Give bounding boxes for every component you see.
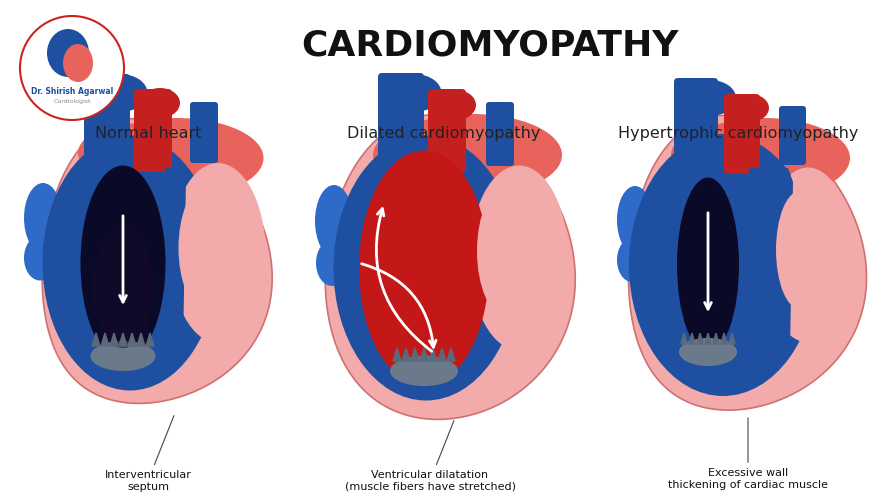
Ellipse shape xyxy=(678,118,850,198)
Text: Dr. Shirish Agarwal: Dr. Shirish Agarwal xyxy=(31,87,113,96)
Ellipse shape xyxy=(92,74,147,112)
Ellipse shape xyxy=(359,150,489,385)
Polygon shape xyxy=(689,333,695,344)
Ellipse shape xyxy=(140,88,180,118)
Circle shape xyxy=(20,16,124,120)
Ellipse shape xyxy=(43,135,218,390)
Polygon shape xyxy=(101,333,109,346)
FancyBboxPatch shape xyxy=(724,94,760,174)
Ellipse shape xyxy=(436,90,476,120)
Ellipse shape xyxy=(677,177,739,353)
Ellipse shape xyxy=(47,29,89,77)
Polygon shape xyxy=(411,348,419,361)
Polygon shape xyxy=(429,348,437,361)
Ellipse shape xyxy=(315,185,353,257)
Polygon shape xyxy=(681,333,687,344)
Polygon shape xyxy=(163,168,186,358)
Text: Cardiologist: Cardiologist xyxy=(53,99,91,104)
Ellipse shape xyxy=(373,129,455,181)
Ellipse shape xyxy=(63,44,93,82)
FancyBboxPatch shape xyxy=(486,102,514,166)
Ellipse shape xyxy=(776,191,824,309)
Ellipse shape xyxy=(629,134,817,396)
Polygon shape xyxy=(137,333,145,346)
Polygon shape xyxy=(462,171,478,365)
Polygon shape xyxy=(43,119,273,403)
FancyBboxPatch shape xyxy=(674,78,718,178)
Polygon shape xyxy=(92,333,100,346)
Polygon shape xyxy=(729,333,735,344)
Ellipse shape xyxy=(81,165,165,361)
Ellipse shape xyxy=(93,228,153,348)
Ellipse shape xyxy=(91,341,155,371)
Polygon shape xyxy=(325,115,575,419)
Polygon shape xyxy=(447,348,455,361)
Ellipse shape xyxy=(470,165,568,351)
Polygon shape xyxy=(721,333,727,344)
Ellipse shape xyxy=(386,74,441,112)
Text: Normal heart: Normal heart xyxy=(95,125,202,140)
FancyBboxPatch shape xyxy=(378,73,424,179)
Ellipse shape xyxy=(334,135,519,400)
Text: Dilated cardiomyopathy: Dilated cardiomyopathy xyxy=(347,125,541,140)
Ellipse shape xyxy=(731,94,769,122)
Text: CARDIOMYOPATHY: CARDIOMYOPATHY xyxy=(301,28,678,62)
Ellipse shape xyxy=(170,163,266,343)
FancyBboxPatch shape xyxy=(190,102,218,163)
Polygon shape xyxy=(705,333,711,344)
FancyBboxPatch shape xyxy=(84,74,130,177)
Polygon shape xyxy=(438,348,446,361)
Ellipse shape xyxy=(617,186,653,254)
Ellipse shape xyxy=(24,183,62,253)
Ellipse shape xyxy=(684,80,736,116)
Ellipse shape xyxy=(178,185,234,310)
FancyBboxPatch shape xyxy=(779,106,806,165)
Polygon shape xyxy=(393,348,401,361)
Polygon shape xyxy=(110,333,118,346)
Ellipse shape xyxy=(617,238,647,282)
Text: Ventricular dilatation
(muscle fibers have stretched): Ventricular dilatation (muscle fibers ha… xyxy=(345,421,516,492)
Text: Interventricular
septum: Interventricular septum xyxy=(105,416,192,492)
Polygon shape xyxy=(713,333,719,344)
Polygon shape xyxy=(697,333,703,344)
Polygon shape xyxy=(128,333,136,346)
Ellipse shape xyxy=(316,240,348,286)
Ellipse shape xyxy=(382,114,562,196)
Polygon shape xyxy=(119,333,127,346)
Polygon shape xyxy=(146,333,154,346)
Ellipse shape xyxy=(89,118,264,198)
Ellipse shape xyxy=(679,338,737,366)
FancyBboxPatch shape xyxy=(134,89,172,172)
Polygon shape xyxy=(629,115,867,410)
Ellipse shape xyxy=(763,167,853,343)
Text: Excessive wall
thickening of cardiac muscle: Excessive wall thickening of cardiac mus… xyxy=(668,418,828,490)
Polygon shape xyxy=(746,168,793,360)
FancyBboxPatch shape xyxy=(428,89,466,175)
Ellipse shape xyxy=(78,128,158,178)
Ellipse shape xyxy=(24,236,56,280)
Ellipse shape xyxy=(477,186,535,316)
Polygon shape xyxy=(402,348,410,361)
Text: Hypertrophic cardiomyopathy: Hypertrophic cardiomyopathy xyxy=(618,125,858,140)
Ellipse shape xyxy=(671,130,749,180)
Polygon shape xyxy=(420,348,428,361)
Ellipse shape xyxy=(390,356,458,386)
